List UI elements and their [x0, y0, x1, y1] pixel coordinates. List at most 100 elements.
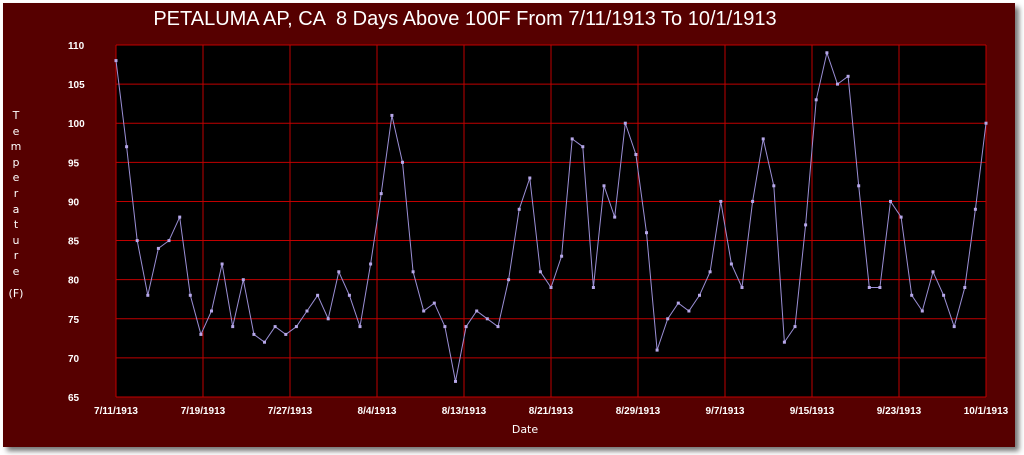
y-axis-label-char: r — [13, 249, 19, 263]
data-point — [920, 309, 924, 313]
data-point — [867, 286, 871, 289]
data-point — [517, 207, 521, 211]
data-point — [782, 340, 786, 344]
data-point — [931, 270, 935, 274]
y-axis-label-char: t — [13, 218, 19, 232]
data-point — [814, 98, 818, 102]
data-point — [347, 293, 351, 297]
data-point — [570, 137, 574, 141]
data-point — [836, 82, 839, 86]
data-point — [528, 176, 532, 180]
data-point — [889, 199, 892, 203]
data-point — [761, 137, 765, 141]
data-point — [676, 301, 680, 305]
data-point — [401, 160, 404, 164]
data-point — [432, 301, 436, 305]
data-point — [379, 192, 383, 196]
data-point — [793, 325, 797, 329]
y-axis-label-char: m — [10, 140, 22, 154]
data-point — [634, 153, 638, 156]
data-point — [326, 317, 330, 321]
data-point — [305, 309, 309, 313]
data-point — [698, 293, 701, 297]
data-point — [263, 340, 266, 344]
data-point — [984, 121, 988, 125]
data-point — [210, 309, 213, 313]
y-axis-unit: (F) — [8, 287, 24, 300]
y-axis-label-char: p — [12, 155, 20, 169]
data-point — [199, 332, 203, 336]
y-tick-label: 80 — [68, 276, 80, 287]
data-point — [708, 270, 712, 274]
data-point — [729, 262, 733, 266]
x-tick-label: 7/19/1913 — [181, 406, 226, 417]
data-point — [167, 239, 171, 243]
data-point — [178, 215, 182, 219]
data-point — [804, 223, 808, 227]
data-point — [591, 286, 595, 289]
data-point — [751, 199, 755, 203]
data-point — [507, 278, 511, 282]
data-point — [146, 293, 150, 297]
data-point — [942, 293, 946, 297]
x-tick-label: 10/1/1913 — [964, 406, 1009, 417]
data-point — [114, 59, 118, 63]
y-tick-label: 95 — [68, 158, 80, 169]
data-point — [231, 325, 235, 329]
data-point — [538, 270, 542, 274]
data-point — [390, 113, 394, 117]
data-point — [878, 286, 882, 289]
data-point — [549, 286, 553, 289]
x-tick-label: 8/4/1913 — [358, 406, 397, 417]
x-axis-label: Date — [511, 423, 539, 436]
data-point — [241, 278, 245, 282]
data-point — [655, 348, 659, 352]
y-axis-label-char: T — [12, 109, 20, 122]
data-point — [369, 262, 373, 266]
data-point — [825, 51, 829, 55]
data-point — [740, 286, 744, 289]
y-axis-label-char: e — [12, 171, 20, 185]
x-tick-label: 8/13/1913 — [442, 406, 487, 417]
y-axis-label-char: a — [12, 202, 20, 216]
y-tick-label: 65 — [68, 393, 80, 404]
data-point — [475, 309, 479, 313]
data-point — [666, 317, 670, 321]
data-point — [485, 317, 489, 321]
data-point — [645, 231, 648, 235]
data-point — [560, 254, 564, 258]
data-point — [125, 145, 129, 149]
data-point — [464, 325, 468, 329]
chart-title: PETALUMA AP, CA 8 Days Above 100F From 7… — [153, 8, 777, 30]
data-point — [496, 325, 500, 329]
data-point — [358, 325, 362, 329]
data-point — [687, 309, 691, 313]
data-point — [963, 286, 967, 289]
data-point — [422, 309, 426, 313]
data-point — [602, 184, 606, 188]
x-tick-label: 8/21/1913 — [529, 406, 574, 417]
data-point — [411, 270, 415, 274]
data-point — [973, 207, 977, 211]
y-tick-label: 110 — [68, 41, 85, 52]
data-point — [719, 199, 723, 203]
y-tick-label: 75 — [68, 315, 80, 326]
y-axis-label-char: r — [13, 186, 19, 200]
y-tick-label: 85 — [68, 237, 80, 248]
data-point — [337, 270, 341, 274]
y-tick-label: 100 — [68, 119, 85, 130]
data-point — [846, 74, 850, 78]
data-point — [899, 215, 903, 219]
data-point — [454, 379, 457, 383]
data-point — [857, 184, 861, 188]
x-tick-label: 9/7/1913 — [706, 406, 745, 417]
y-axis-label-char: u — [12, 233, 20, 247]
data-point — [772, 184, 776, 188]
x-tick-label: 9/23/1913 — [877, 406, 922, 417]
y-tick-label: 90 — [68, 197, 80, 208]
data-point — [581, 145, 585, 149]
data-point — [443, 325, 447, 329]
data-point — [273, 325, 277, 329]
